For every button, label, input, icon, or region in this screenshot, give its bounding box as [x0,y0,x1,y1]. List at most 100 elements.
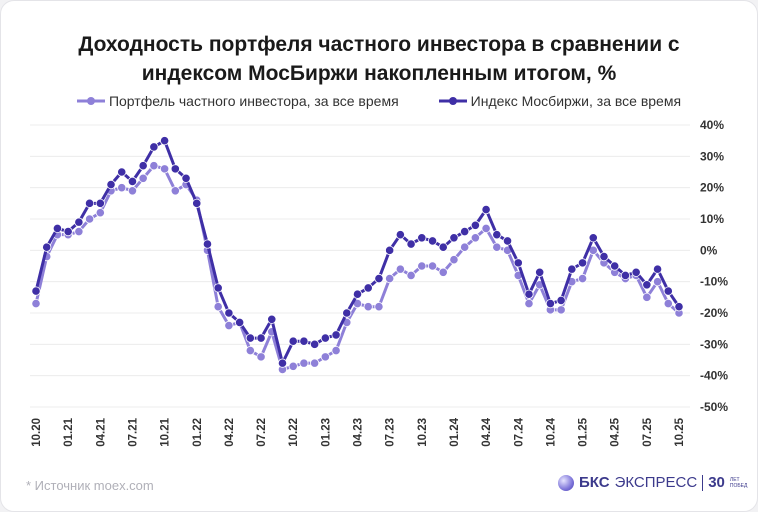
x-tick-label: 07.25 [642,417,654,446]
data-point [417,261,427,271]
data-point [460,242,470,252]
data-point [417,233,427,243]
data-point [235,317,245,327]
y-tick-label: -50% [700,400,728,414]
data-point [663,286,673,296]
y-tick-label: -30% [700,337,728,351]
data-point [213,302,223,312]
x-tick-label: 07.24 [513,417,525,446]
legend-marker-index [438,97,467,105]
data-point [74,226,84,237]
data-point [95,198,105,208]
data-point [481,205,491,215]
data-point [117,183,127,193]
logo-sub1: ЛЕТ [729,476,740,483]
data-point [138,161,148,171]
data-point [256,352,266,362]
data-point [267,314,277,324]
data-point [374,273,384,284]
data-point [342,308,352,318]
x-tick-label: 01.24 [449,417,461,446]
data-point [535,267,545,277]
data-point [52,223,63,233]
data-point [460,226,470,237]
data-point [84,214,95,224]
data-point [438,242,448,252]
data-point [127,186,138,196]
y-tick-label: 30% [700,149,724,163]
source-note: * Источник moex.com [26,478,154,493]
series-line-portfolio [34,164,680,371]
data-point [513,258,523,268]
data-point [149,142,159,152]
x-tick-label: 10.25 [674,417,686,446]
logo-sub2: ПОБЕД [729,482,748,489]
logo-name: ЭКСПРЕСС [614,474,698,491]
y-tick-label: -20% [700,306,728,320]
data-point [63,226,73,237]
data-point [42,242,52,252]
data-point [567,264,577,274]
x-tick-label: 04.23 [353,418,365,447]
data-point [170,164,180,174]
data-point [427,261,438,271]
x-tick-label: 10.22 [288,418,300,447]
bks-logo: БКС ЭКСПРЕСС 30 ЛЕТ ПОБЕД [558,474,747,491]
data-point [224,320,234,331]
data-point [427,236,438,246]
data-point [117,167,127,177]
data-point [470,220,480,230]
x-tick-label: 10.21 [160,417,172,446]
data-point [481,223,491,233]
legend-marker-portfolio [76,97,105,105]
data-point [352,289,363,299]
data-point [288,336,298,346]
data-point [642,292,652,302]
data-point [202,239,213,249]
data-point [599,252,609,262]
data-point [556,305,566,315]
data-point [84,198,95,208]
data-point [138,173,148,183]
logo-sphere-icon [558,474,574,491]
data-point [663,298,673,309]
logo-30: 30 [708,474,725,491]
line-chart: 40% 30% 20% 10% 0% -10% -20% -30% -40% -50% 10.20 0… [30,118,728,447]
data-point [31,286,41,296]
data-point [106,179,116,190]
data-point [577,273,588,284]
data-point [524,289,534,299]
data-point [224,308,234,318]
x-tick-label: 04.21 [95,417,107,446]
data-point [288,361,298,371]
legend-item-portfolio: Портфель частного инвестора, за все врем… [76,93,399,109]
data-point [299,358,309,368]
x-tick-label: 01.21 [63,417,75,446]
x-tick-label: 10.20 [31,418,43,447]
logo-brand: БКС [579,474,610,491]
data-point [438,267,448,277]
data-point [545,298,556,309]
data-point [277,358,288,368]
data-point [245,333,255,343]
data-point [245,345,255,356]
data-point [620,270,631,280]
data-point [331,345,341,356]
data-point [631,267,641,277]
data-point [395,230,405,240]
legend-label-index: Индекс Мосбиржи, за все время [470,93,682,109]
series-line-index [34,139,681,365]
data-point [395,264,405,274]
data-point [363,283,373,293]
legend: Портфель частного инвестора, за все врем… [0,93,758,109]
x-tick-label: 07.22 [256,418,268,447]
x-tick-label: 07.21 [127,417,139,446]
data-point [652,264,663,274]
y-tick-label: 10% [700,212,724,226]
data-point [588,233,598,243]
x-tick-label: 01.25 [578,417,590,446]
x-tick-label: 01.22 [192,418,204,447]
data-point [449,255,459,265]
legend-item-index: Индекс Мосбиржи, за все время [438,93,682,109]
